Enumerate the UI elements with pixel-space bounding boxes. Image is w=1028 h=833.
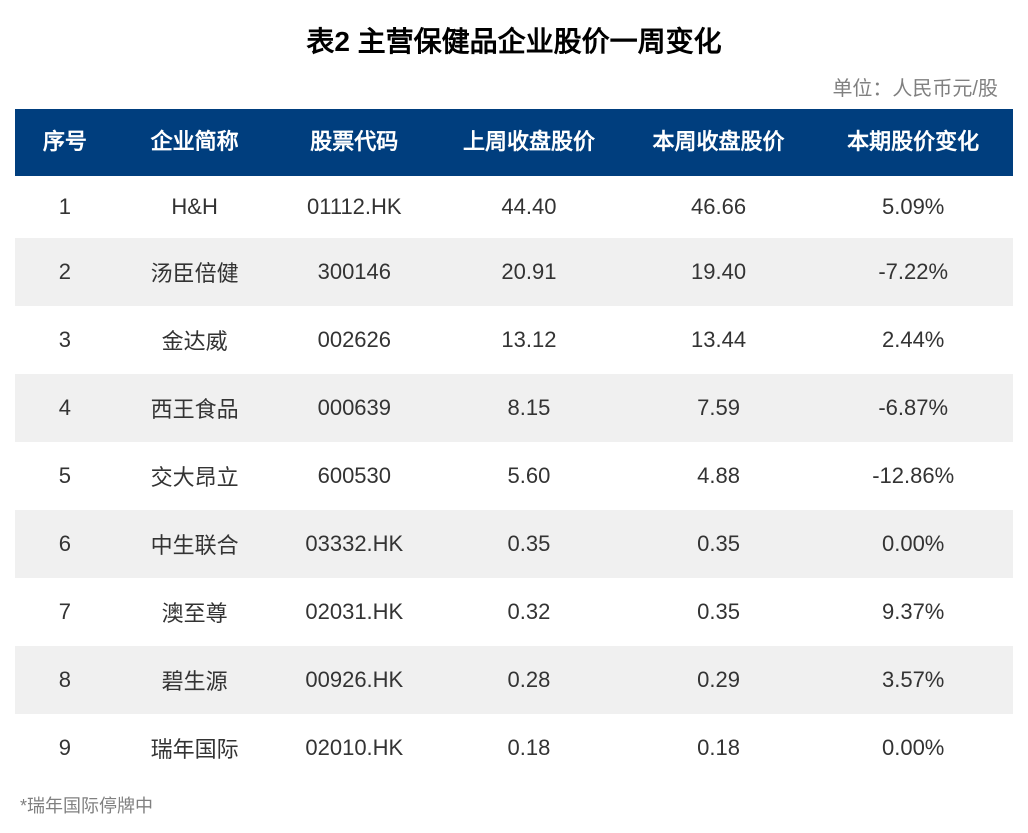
cell-this: 19.40 [624, 238, 814, 306]
cell-seq: 9 [15, 714, 115, 782]
cell-name: 碧生源 [115, 646, 275, 714]
table-row: 1 H&H 01112.HK 44.40 46.66 5.09% [15, 176, 1013, 238]
cell-last: 20.91 [434, 238, 624, 306]
unit-label: 单位：人民币元/股 [15, 72, 1013, 101]
cell-name: 西王食品 [115, 374, 275, 442]
cell-name: 澳至尊 [115, 578, 275, 646]
col-header-code: 股票代码 [274, 109, 434, 176]
cell-change: 3.57% [813, 646, 1013, 714]
cell-this: 0.35 [624, 510, 814, 578]
col-header-seq: 序号 [15, 109, 115, 176]
cell-change: 9.37% [813, 578, 1013, 646]
table-header-row: 序号 企业简称 股票代码 上周收盘股价 本周收盘股价 本期股价变化 [15, 109, 1013, 176]
table-title: 表2 主营保健品企业股价一周变化 [15, 20, 1013, 60]
cell-name: 汤臣倍健 [115, 238, 275, 306]
col-header-change: 本期股价变化 [813, 109, 1013, 176]
cell-last: 0.32 [434, 578, 624, 646]
cell-change: 5.09% [813, 176, 1013, 238]
cell-seq: 1 [15, 176, 115, 238]
cell-seq: 4 [15, 374, 115, 442]
col-header-name: 企业简称 [115, 109, 275, 176]
cell-this: 0.18 [624, 714, 814, 782]
cell-change: -6.87% [813, 374, 1013, 442]
table-row: 8 碧生源 00926.HK 0.28 0.29 3.57% [15, 646, 1013, 714]
table-row: 7 澳至尊 02031.HK 0.32 0.35 9.37% [15, 578, 1013, 646]
cell-seq: 2 [15, 238, 115, 306]
cell-name: 交大昂立 [115, 442, 275, 510]
cell-last: 5.60 [434, 442, 624, 510]
col-header-last: 上周收盘股价 [434, 109, 624, 176]
cell-last: 44.40 [434, 176, 624, 238]
cell-code: 01112.HK [274, 176, 434, 238]
cell-name: 瑞年国际 [115, 714, 275, 782]
cell-code: 02010.HK [274, 714, 434, 782]
cell-code: 300146 [274, 238, 434, 306]
table-body: 1 H&H 01112.HK 44.40 46.66 5.09% 2 汤臣倍健 … [15, 176, 1013, 782]
cell-name: H&H [115, 176, 275, 238]
cell-code: 600530 [274, 442, 434, 510]
cell-change: -7.22% [813, 238, 1013, 306]
cell-change: 0.00% [813, 714, 1013, 782]
cell-this: 46.66 [624, 176, 814, 238]
cell-this: 7.59 [624, 374, 814, 442]
cell-code: 002626 [274, 306, 434, 374]
table-row: 3 金达威 002626 13.12 13.44 2.44% [15, 306, 1013, 374]
cell-this: 0.29 [624, 646, 814, 714]
cell-last: 8.15 [434, 374, 624, 442]
cell-code: 000639 [274, 374, 434, 442]
cell-change: 2.44% [813, 306, 1013, 374]
cell-change: -12.86% [813, 442, 1013, 510]
cell-this: 0.35 [624, 578, 814, 646]
table-row: 5 交大昂立 600530 5.60 4.88 -12.86% [15, 442, 1013, 510]
stock-table: 序号 企业简称 股票代码 上周收盘股价 本周收盘股价 本期股价变化 1 H&H … [15, 109, 1013, 782]
cell-name: 中生联合 [115, 510, 275, 578]
table-row: 6 中生联合 03332.HK 0.35 0.35 0.00% [15, 510, 1013, 578]
cell-seq: 3 [15, 306, 115, 374]
cell-change: 0.00% [813, 510, 1013, 578]
cell-code: 00926.HK [274, 646, 434, 714]
cell-code: 02031.HK [274, 578, 434, 646]
cell-code: 03332.HK [274, 510, 434, 578]
cell-this: 13.44 [624, 306, 814, 374]
cell-last: 0.18 [434, 714, 624, 782]
cell-last: 0.35 [434, 510, 624, 578]
table-row: 4 西王食品 000639 8.15 7.59 -6.87% [15, 374, 1013, 442]
cell-last: 0.28 [434, 646, 624, 714]
col-header-this: 本周收盘股价 [624, 109, 814, 176]
cell-seq: 8 [15, 646, 115, 714]
cell-name: 金达威 [115, 306, 275, 374]
cell-this: 4.88 [624, 442, 814, 510]
cell-seq: 6 [15, 510, 115, 578]
cell-seq: 7 [15, 578, 115, 646]
cell-last: 13.12 [434, 306, 624, 374]
table-row: 2 汤臣倍健 300146 20.91 19.40 -7.22% [15, 238, 1013, 306]
table-row: 9 瑞年国际 02010.HK 0.18 0.18 0.00% [15, 714, 1013, 782]
cell-seq: 5 [15, 442, 115, 510]
